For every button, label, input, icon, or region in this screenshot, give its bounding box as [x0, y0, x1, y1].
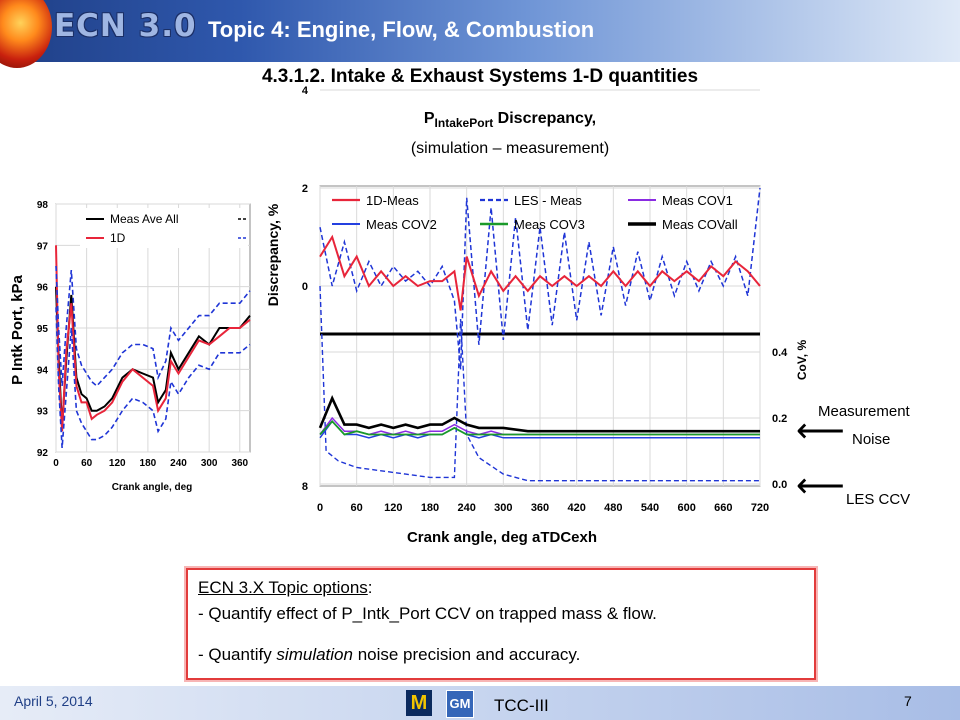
left-x-tick-label: 180: [140, 458, 157, 469]
right-y-tick-label: 2: [302, 183, 308, 195]
right-series-line: [319, 234, 761, 311]
left-y-tick-label: 95: [37, 324, 49, 335]
header-bar: ECN 3.0 Topic 4: Engine, Flow, & Combust…: [0, 0, 960, 68]
right-x-tick-label: 60: [351, 502, 363, 514]
right-x-tick-label: 180: [421, 502, 439, 514]
topic-title: Topic 4: Engine, Flow, & Combustion: [208, 17, 595, 42]
footer-date: April 5, 2014: [14, 693, 93, 709]
disc-title-p: P: [423, 110, 435, 127]
right-series-line: [319, 419, 760, 436]
arrow-left-icon: ⟵: [796, 412, 845, 450]
right-series-line: [318, 394, 760, 433]
left-series-line: [55, 307, 251, 448]
options-heading: ECN 3.X Topic options:: [198, 578, 373, 598]
options-line-2: - Quantify simulation noise precision an…: [198, 645, 580, 665]
discrepancy-subtitle: (simulation – measurement): [410, 140, 610, 157]
options-line-2-post: noise precision and accuracy.: [352, 645, 581, 664]
left-series-line: [55, 265, 251, 387]
left-series-line: [55, 245, 251, 432]
left-legend-box: [80, 208, 248, 248]
discrepancy-title: PIntakePort Discrepancy,: [330, 110, 690, 130]
left-y-tick-label: 98: [37, 200, 49, 211]
options-heading-text: ECN 3.X Topic options: [198, 578, 368, 597]
disc-title-sub: IntakePort: [434, 116, 494, 131]
michigan-logo-icon: M: [406, 690, 432, 716]
topic-options-box: ECN 3.X Topic options: - Quantify effect…: [186, 568, 816, 680]
right-series-line: [319, 420, 760, 439]
options-line-2-pre: - Quantify: [198, 645, 277, 664]
left-y-axis-label: P Intk Port, kPa: [9, 274, 26, 384]
right-y2-tick-label: 0.0: [772, 479, 787, 491]
right-x-tick-label: 720: [751, 502, 769, 514]
options-heading-colon: :: [367, 578, 373, 597]
right-legend-label: Meas COV3: [514, 217, 585, 232]
right-x-tick-label: 240: [457, 502, 475, 514]
right-legend-label: 1D-Meas: [366, 193, 419, 208]
right-x-tick-label: 540: [641, 502, 659, 514]
right-x-tick-label: 420: [567, 502, 585, 514]
options-line-1: - Quantify effect of P_Intk_Port CCV on …: [198, 604, 657, 623]
right-x-tick-label: 300: [494, 502, 512, 514]
ecn-logo: ECN 3.0: [54, 8, 197, 44]
right-x-tick-label: 660: [714, 502, 732, 514]
left-x-tick-label: 240: [170, 458, 187, 469]
right-y2-tick-label: 0.4: [772, 347, 788, 359]
left-x-tick-label: 120: [109, 458, 126, 469]
right-legend-label: Meas COV2: [366, 217, 437, 232]
options-line-2-em: simulation: [276, 645, 353, 664]
slide-subtitle: 4.3.1.2. Intake & Exhaust Systems 1-D qu…: [261, 66, 699, 87]
left-y-tick-label: 96: [37, 283, 49, 294]
left-x-tick-label: 360: [231, 458, 248, 469]
right-y-tick-label: 0: [302, 281, 308, 293]
footer-bar: [0, 686, 960, 720]
right-series-line: [319, 187, 761, 370]
annotation-measurement: Measurement: [818, 403, 910, 420]
left-legend-label: Meas Ave All: [110, 212, 178, 226]
right-x-axis-label: Crank angle, deg aTDCexh: [407, 529, 597, 546]
right-legend-label: Meas COVall: [662, 217, 738, 232]
right-x-tick-label: 600: [677, 502, 695, 514]
annotation-les-ccv: LES CCV: [846, 491, 911, 508]
right-series-line: [319, 285, 760, 482]
right-x-tick-label: 0: [317, 502, 323, 514]
left-x-tick-label: 60: [81, 458, 93, 469]
disc-title-rest: Discrepancy,: [493, 110, 597, 127]
gm-logo-icon: GM: [446, 690, 474, 718]
right-bottom-tick-label: 8: [302, 481, 308, 493]
left-pressure-chart: 0 60 120 180 240 300 360 92 93 94 95 96 97 98 Meas Ave…: [9, 200, 251, 493]
right-y-axis-label: Discrepancy, %: [265, 203, 281, 306]
left-y-tick-label: 97: [37, 241, 49, 252]
right-legend-label: LES - Meas: [514, 193, 582, 208]
left-y-tick-label: 93: [37, 407, 49, 418]
footer-brand: TCC-III: [494, 696, 549, 715]
right-x-tick-label: 480: [604, 502, 622, 514]
right-x-tick-label: 360: [531, 502, 549, 514]
right-y2-axis-label: CoV, %: [795, 340, 809, 381]
arrow-left-icon: ⟵: [796, 467, 845, 505]
right-y2-tick-label: 0.2: [772, 413, 787, 425]
right-discrepancy-chart: 0 60 120 180 240 300 360 420 480 540 600 660 720 0 2 4 0…: [265, 85, 809, 546]
annotation-noise: Noise: [852, 431, 891, 448]
right-y-tick-label: 4: [302, 85, 309, 97]
left-y-tick-label: 92: [37, 448, 49, 459]
left-x-tick-label: 0: [53, 458, 59, 469]
right-legend-label: Meas COV1: [662, 193, 733, 208]
left-y-tick-label: 94: [37, 365, 49, 376]
left-legend-label: 1D: [110, 231, 126, 245]
left-x-axis-label: Crank angle, deg: [112, 482, 193, 493]
page-number: 7: [904, 693, 912, 709]
left-x-tick-label: 300: [201, 458, 218, 469]
right-x-tick-label: 120: [384, 502, 402, 514]
